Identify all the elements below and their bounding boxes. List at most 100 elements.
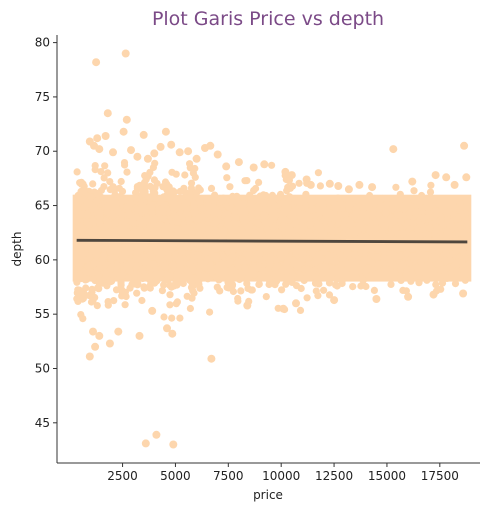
outlier-point <box>306 180 315 189</box>
data-point <box>104 169 112 177</box>
data-point <box>338 277 346 285</box>
data-point <box>155 221 163 229</box>
data-point <box>91 162 99 170</box>
data-point <box>271 202 279 210</box>
data-point <box>251 229 260 237</box>
data-point <box>178 248 186 256</box>
data-point <box>255 178 263 186</box>
outlier-point <box>292 299 300 308</box>
data-point <box>303 294 311 302</box>
y-axis-label: depth <box>10 232 24 267</box>
outlier-point <box>344 185 353 194</box>
data-point <box>110 297 118 305</box>
data-point <box>320 248 328 256</box>
outlier-point <box>206 141 215 150</box>
data-point <box>234 297 242 305</box>
data-point <box>336 244 344 252</box>
data-point <box>250 255 258 263</box>
data-point <box>438 279 447 287</box>
data-point <box>184 223 192 231</box>
data-point <box>380 259 388 267</box>
data-point <box>407 277 415 285</box>
data-point <box>97 240 105 249</box>
data-point <box>453 267 461 275</box>
data-point <box>100 174 108 182</box>
data-point <box>289 256 298 264</box>
y-tick-label: 70 <box>35 144 50 158</box>
data-point <box>130 219 138 227</box>
data-point <box>79 315 87 323</box>
data-point <box>319 202 327 210</box>
data-point <box>186 304 194 313</box>
y-tick-label: 50 <box>35 361 50 375</box>
data-point <box>102 270 110 278</box>
data-point <box>207 184 216 192</box>
data-point <box>150 241 158 249</box>
data-point <box>118 286 126 294</box>
data-point <box>89 180 97 188</box>
data-point <box>325 279 334 287</box>
outlier-point <box>114 327 123 336</box>
outlier-point <box>119 127 128 136</box>
data-point <box>284 243 292 251</box>
data-point <box>442 249 450 257</box>
data-point <box>103 208 111 216</box>
data-point <box>106 178 114 186</box>
data-point <box>148 254 156 262</box>
data-point <box>136 273 144 281</box>
data-point <box>399 261 407 270</box>
data-point <box>389 260 397 268</box>
data-point <box>288 182 297 190</box>
data-point <box>224 210 232 218</box>
outlier-point <box>462 173 471 182</box>
data-point <box>410 187 418 195</box>
data-point <box>188 277 196 285</box>
data-point <box>112 199 120 207</box>
x-ticks: 2500 5000 7500 10000 12500 15000 17500 <box>107 463 459 483</box>
data-point <box>360 210 368 218</box>
data-point <box>97 168 105 176</box>
data-point <box>173 271 181 279</box>
data-point <box>266 259 274 267</box>
data-point <box>106 248 114 256</box>
data-point <box>151 159 159 167</box>
data-point <box>361 268 369 276</box>
data-point <box>387 230 395 238</box>
data-point <box>95 209 103 217</box>
outlier-point <box>429 290 438 299</box>
data-point <box>427 181 435 189</box>
data-point <box>146 215 154 223</box>
data-point <box>195 223 203 231</box>
data-point <box>271 280 279 288</box>
data-point <box>74 288 82 296</box>
data-point <box>391 217 399 225</box>
data-point <box>73 168 81 176</box>
data-point <box>248 286 256 294</box>
data-point <box>146 223 154 231</box>
data-point <box>399 286 407 294</box>
data-point <box>229 287 237 296</box>
x-tick-label: 15000 <box>368 469 406 483</box>
x-tick-label: 5000 <box>160 469 191 483</box>
data-point <box>250 271 259 279</box>
data-point <box>233 226 241 234</box>
data-point <box>347 201 355 209</box>
data-point <box>297 284 305 293</box>
data-point <box>366 227 374 235</box>
data-point <box>359 259 367 267</box>
data-point <box>361 246 369 254</box>
data-point <box>357 282 365 290</box>
data-point <box>73 259 81 268</box>
data-point <box>223 174 231 182</box>
data-point <box>117 177 125 186</box>
regression-line <box>76 238 468 244</box>
data-point <box>192 259 200 267</box>
data-point <box>136 217 144 225</box>
data-point <box>366 191 374 200</box>
data-point <box>120 159 129 167</box>
data-point <box>259 266 267 275</box>
data-point <box>178 265 186 273</box>
outlier-point <box>92 58 101 67</box>
data-point <box>373 253 381 261</box>
